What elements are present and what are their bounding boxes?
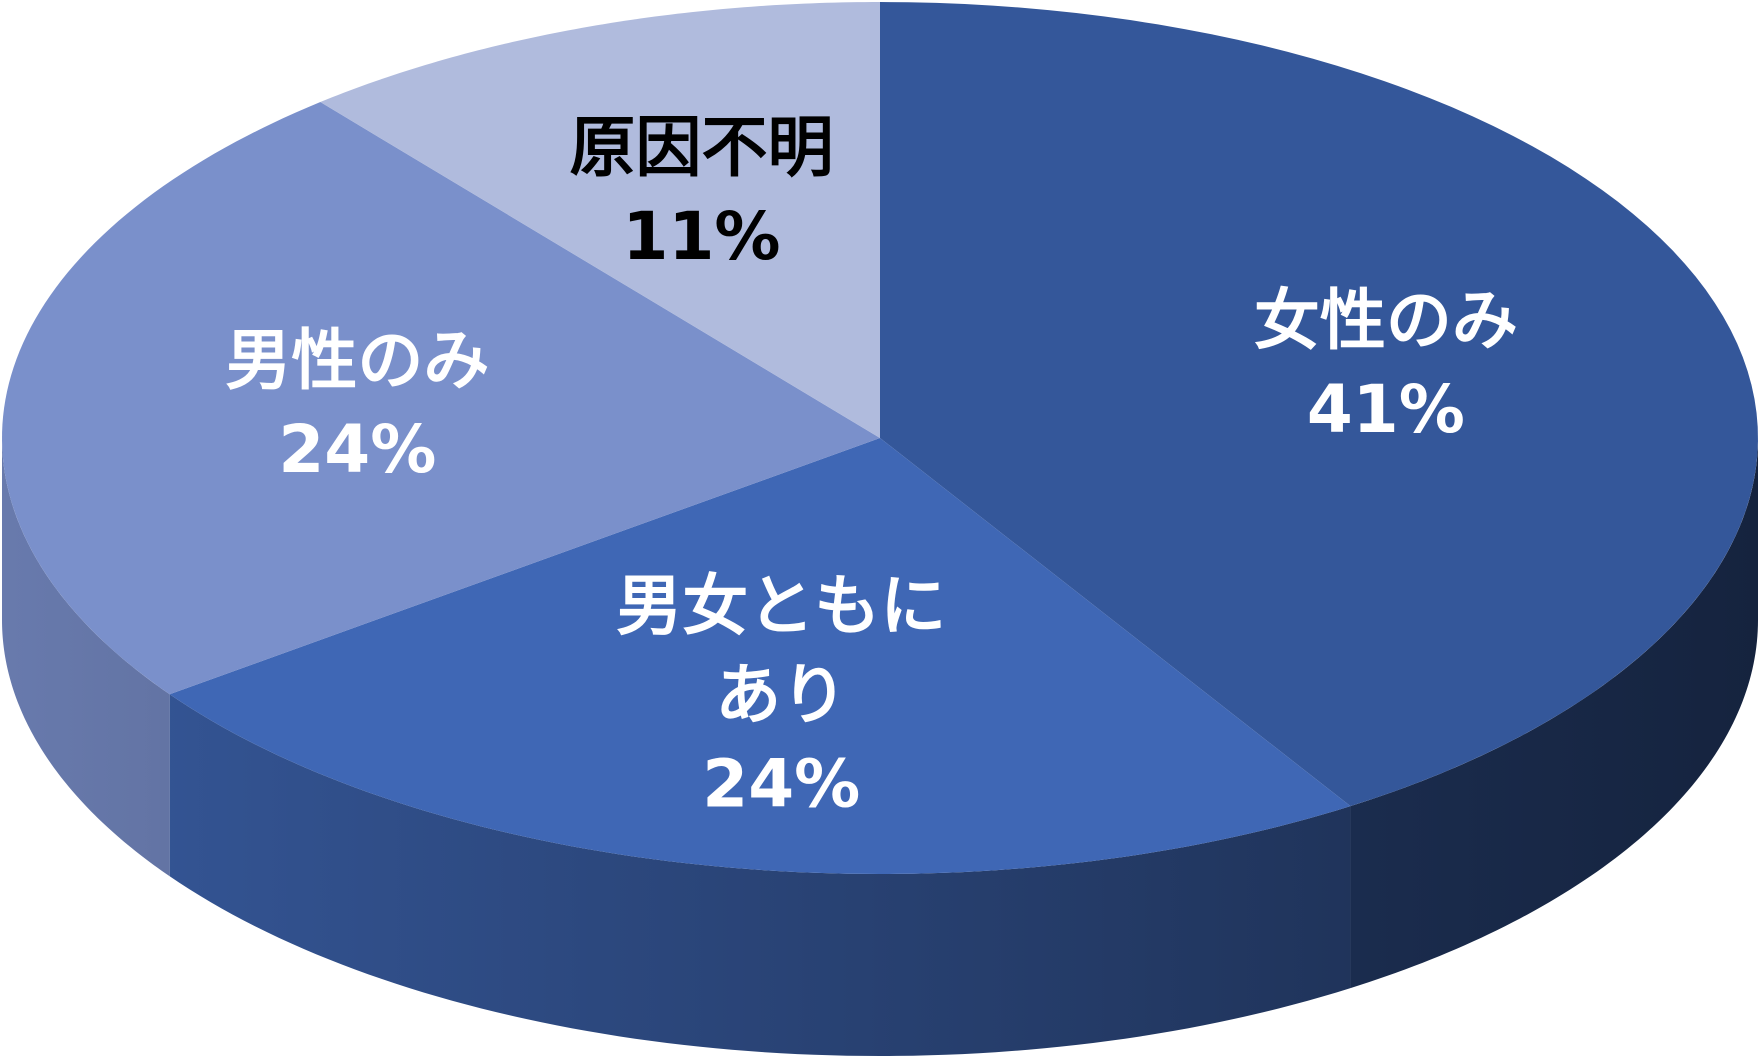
pie-slice xyxy=(169,438,1351,874)
pie-slice xyxy=(880,2,1758,807)
value-label: 41% xyxy=(1306,371,1465,449)
value-label: 24% xyxy=(702,745,861,823)
pie-side xyxy=(2,438,170,877)
category-label: 女性のみ xyxy=(1253,281,1518,359)
pie-side xyxy=(1350,438,1758,989)
slice-label: 原因不明 11% xyxy=(570,103,834,281)
value-label: 11% xyxy=(622,197,781,275)
slice-label: 女性のみ 41% xyxy=(1254,276,1518,454)
category-label: 男性のみ xyxy=(225,322,490,400)
slice-label: 男性のみ 24% xyxy=(225,316,489,494)
pie-slice xyxy=(320,2,880,438)
category-label: 男女ともに あり xyxy=(616,567,947,734)
pie-slice xyxy=(2,102,880,695)
pie-side xyxy=(169,694,1351,1056)
slice-label: 男女ともに あり 24% xyxy=(616,561,946,828)
value-label: 24% xyxy=(278,411,437,489)
category-label: 原因不明 xyxy=(569,108,834,186)
